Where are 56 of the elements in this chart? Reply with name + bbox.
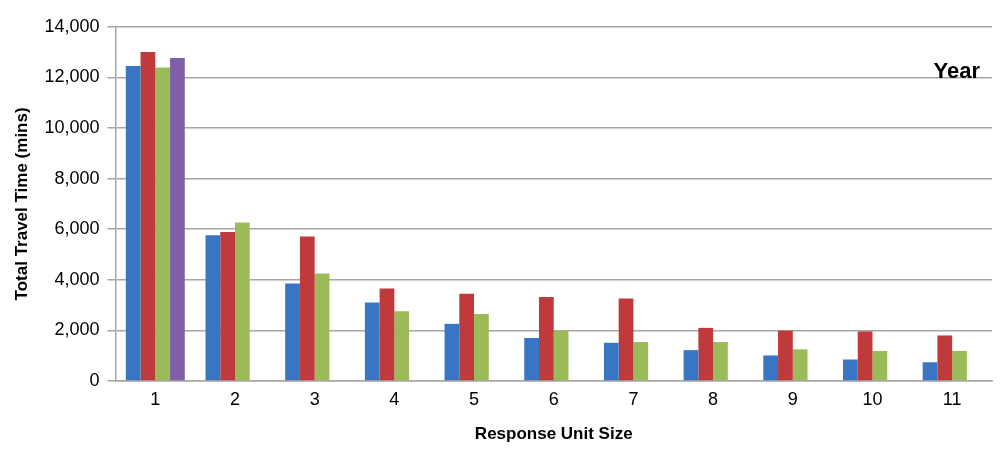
bar: [792, 349, 808, 381]
bar: [140, 52, 156, 381]
bar: [698, 327, 714, 381]
bar: [713, 342, 728, 381]
bar: [394, 311, 410, 381]
x-tick-label: 6: [548, 388, 559, 409]
bar: [155, 67, 171, 381]
x-tick-label: 4: [389, 388, 400, 409]
y-axis-title: Total Travel Time (mins): [11, 107, 31, 301]
bar: [364, 302, 380, 381]
x-tick-label: 9: [787, 388, 798, 409]
x-tick-label: 1: [150, 388, 161, 409]
x-tick-label: 5: [469, 388, 480, 409]
bar: [285, 283, 300, 381]
bar: [952, 350, 967, 381]
bar: [234, 222, 250, 381]
y-tick-label: 14,000: [44, 15, 100, 36]
bar: [444, 323, 460, 381]
x-tick-label: 8: [708, 388, 719, 409]
bar: [842, 359, 858, 381]
bar: [872, 350, 888, 381]
bar: [778, 330, 793, 381]
y-tick-label: 4,000: [54, 268, 100, 289]
bar: [299, 236, 315, 381]
bar: [220, 231, 235, 381]
x-tick-label: 7: [628, 388, 639, 409]
bar: [937, 335, 953, 381]
bar: [538, 297, 554, 381]
bar: [314, 273, 330, 381]
y-tick-label: 8,000: [54, 167, 100, 188]
y-tick-label: 12,000: [44, 66, 100, 87]
y-tick-label: 0: [89, 369, 100, 390]
bar: [857, 331, 873, 381]
y-tick-label: 2,000: [54, 319, 100, 340]
bar: [474, 313, 489, 381]
bar: [125, 66, 141, 381]
x-tick-label: 11: [942, 388, 962, 409]
bar: [205, 235, 221, 381]
x-tick-label: 10: [862, 388, 883, 409]
bar: [379, 288, 395, 381]
bar: [170, 57, 185, 381]
bar: [603, 342, 619, 381]
x-tick-label: 2: [229, 388, 240, 409]
y-tick-label: 6,000: [54, 218, 100, 239]
x-tick-label: 3: [309, 388, 320, 409]
bar: [763, 355, 779, 381]
y-tick-label: 10,000: [44, 116, 100, 137]
bar: [524, 337, 539, 381]
bar: [459, 293, 475, 381]
bar: [618, 298, 634, 381]
legend-title: Year: [933, 57, 981, 83]
bar: [633, 342, 649, 381]
bar: [553, 330, 569, 381]
x-axis-title: Response Unit Size: [474, 424, 633, 444]
bar: [683, 350, 699, 381]
bar: [922, 362, 938, 381]
